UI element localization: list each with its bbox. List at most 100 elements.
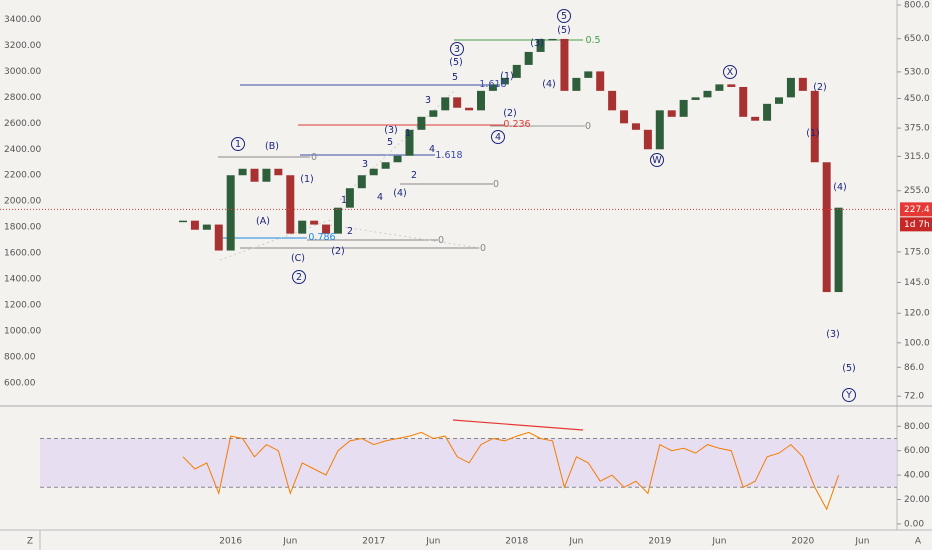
corner-label: A xyxy=(915,537,922,547)
wave-label: (A) xyxy=(256,216,270,227)
candle xyxy=(274,168,283,176)
wave-label: 1.618 xyxy=(435,150,462,161)
wave-label: X xyxy=(727,67,734,78)
wave-label: 0 xyxy=(585,121,591,132)
wave-label: 3 xyxy=(454,44,460,55)
candle xyxy=(322,224,331,234)
wave-label: (C) xyxy=(291,253,305,264)
candle xyxy=(369,168,378,176)
x-tick-label: Jun xyxy=(711,537,726,547)
candle xyxy=(417,116,426,130)
wave-label: Y xyxy=(845,390,852,401)
wave-label: (1) xyxy=(500,71,513,82)
x-tick-label: 2020 xyxy=(791,537,814,547)
y2-tick-label: 650.0 xyxy=(904,34,930,44)
candle xyxy=(834,207,843,293)
y2-tick-label: 72.0 xyxy=(904,392,924,402)
corner-label: Z xyxy=(27,537,33,547)
y-tick-label: 2800.00 xyxy=(4,93,41,103)
rsi-tick-label: 0.00 xyxy=(904,519,924,529)
y-tick-label: 3200.00 xyxy=(4,41,41,51)
candle xyxy=(703,90,712,98)
candle xyxy=(214,224,223,251)
wave-label: W xyxy=(652,155,662,166)
wave-label: 0.236 xyxy=(503,119,530,130)
candle xyxy=(465,107,474,111)
wave-label: 2 xyxy=(411,170,417,181)
candle xyxy=(727,84,736,87)
y2-tick-label: 530.0 xyxy=(904,67,930,77)
wave-label: (3) xyxy=(384,125,397,136)
x-tick-label: 2019 xyxy=(648,537,671,547)
rsi-trendline xyxy=(452,419,584,431)
wave-label: 5 xyxy=(387,137,393,148)
candle xyxy=(524,51,533,65)
candle xyxy=(751,116,760,121)
candle xyxy=(429,110,438,117)
candle xyxy=(298,220,307,234)
x-tick-label: Jun xyxy=(854,537,869,547)
wave-circle xyxy=(491,130,505,144)
x-tick-label: Jun xyxy=(282,537,297,547)
y2-tick-label: 315.0 xyxy=(904,152,930,162)
y2-tick-label: 120.0 xyxy=(904,309,930,319)
y2-tick-label: 800.0 xyxy=(904,0,930,10)
wave-label: 0 xyxy=(438,235,444,246)
wave-label: 5 xyxy=(561,11,567,22)
y2-tick-label: 255.0 xyxy=(904,186,930,196)
candle xyxy=(453,97,462,108)
candle xyxy=(763,103,772,121)
wave-label: (2) xyxy=(813,82,826,93)
wave-label: (5) xyxy=(449,57,462,68)
countdown-label: 1d 7h xyxy=(904,220,930,230)
rsi-tick-label: 20.00 xyxy=(904,495,930,505)
countdown-tag xyxy=(900,217,932,232)
candle xyxy=(536,38,545,52)
wave-label: 1.618 xyxy=(479,79,506,90)
candle xyxy=(715,84,724,91)
rsi-tick-label: 80.00 xyxy=(904,422,930,432)
wave-circle xyxy=(557,9,571,23)
candle xyxy=(190,220,199,230)
y2-tick-label: 375.0 xyxy=(904,124,930,134)
candle xyxy=(798,77,807,91)
candle xyxy=(584,71,593,78)
rsi-line xyxy=(182,431,840,511)
wave-label: 3 xyxy=(425,95,431,106)
wave-label: (2) xyxy=(503,108,516,119)
candle xyxy=(345,188,354,208)
wave-circle xyxy=(450,42,464,56)
wave-label: (5) xyxy=(842,363,855,374)
x-tick-label: 2018 xyxy=(505,537,528,547)
rsi-tick-label: 40.00 xyxy=(904,471,930,481)
candle xyxy=(310,220,319,225)
y-tick-label: 1200.00 xyxy=(4,301,41,311)
wave-circle xyxy=(723,65,737,79)
candle xyxy=(393,155,402,163)
wave-label: (1) xyxy=(806,128,819,139)
candle xyxy=(786,77,795,98)
y-tick-label: 1000.00 xyxy=(4,327,41,337)
price-label: 227.4 xyxy=(904,205,930,215)
wave-label: 4 xyxy=(429,144,435,155)
candle xyxy=(477,90,485,111)
wave-label: 0.5 xyxy=(585,35,600,46)
x-tick-label: 2017 xyxy=(362,537,385,547)
y2-tick-label: 100.0 xyxy=(904,338,930,348)
y2-tick-label: 175.0 xyxy=(904,247,930,257)
candle xyxy=(202,224,211,230)
wave-label: 1 xyxy=(235,139,241,150)
y-tick-label: 1800.00 xyxy=(4,223,41,233)
candle xyxy=(548,38,557,41)
wave-label: 2 xyxy=(296,272,302,283)
candle xyxy=(775,97,783,104)
candle xyxy=(500,77,509,85)
y2-tick-label: 450.0 xyxy=(904,94,930,104)
wave-label: (1) xyxy=(300,174,313,185)
wave-label: 3 xyxy=(362,159,368,170)
wave-label: (4) xyxy=(393,188,406,199)
wave-label: 2 xyxy=(347,226,353,237)
wave-label: (B) xyxy=(265,141,279,152)
wave-label: (2) xyxy=(331,246,344,257)
